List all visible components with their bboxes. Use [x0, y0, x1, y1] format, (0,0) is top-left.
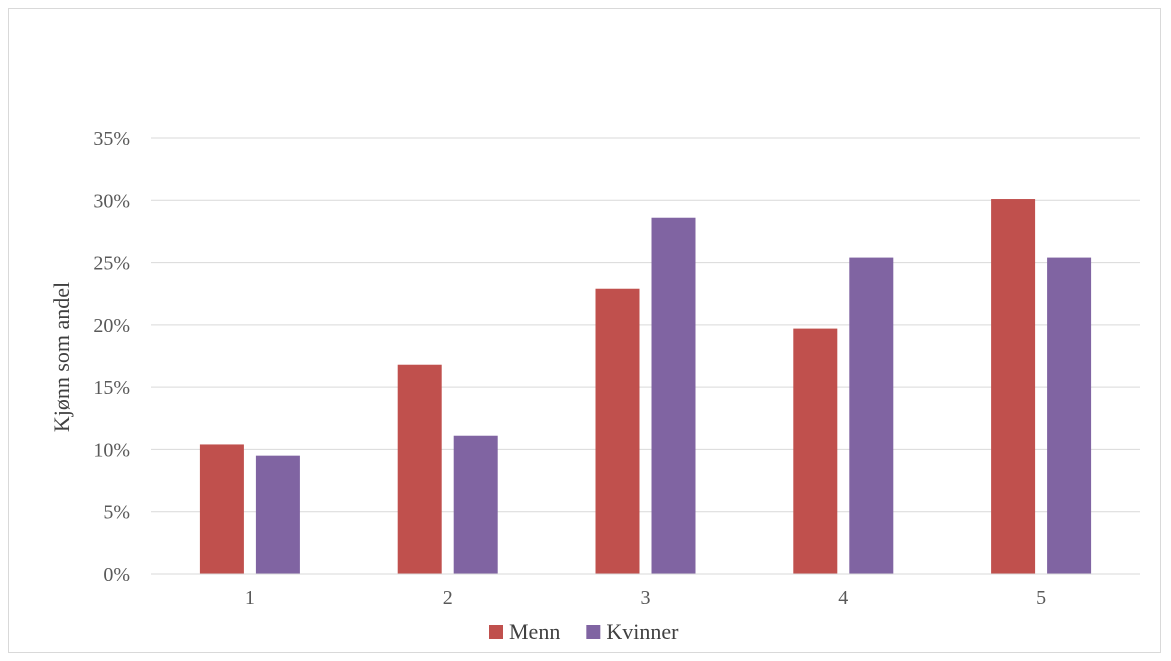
bar-kvinner-3: [651, 217, 696, 574]
x-tick-label: 4: [838, 587, 848, 609]
bar-kvinner-4: [849, 257, 894, 574]
bar-menn-3: [595, 288, 640, 574]
legend-swatch-menn: [489, 625, 503, 639]
bar-kvinner-5: [1047, 257, 1092, 574]
bar-menn-5: [991, 199, 1036, 575]
gridlines: [151, 137, 1140, 513]
y-tick-label: 5%: [103, 502, 130, 524]
x-tick-label: 1: [245, 587, 255, 609]
bar-menn-1: [199, 444, 244, 574]
legend-swatch-kvinner: [586, 625, 601, 639]
bar-menn-4: [793, 328, 838, 574]
y-axis-title: Kjønn som andel: [49, 282, 74, 432]
x-tick-label: 3: [641, 587, 651, 609]
y-tick-label: 35%: [93, 128, 130, 150]
legend: Menn Kvinner: [489, 619, 679, 644]
y-tick-label: 25%: [93, 253, 130, 275]
y-tick-label: 15%: [93, 377, 130, 399]
y-tick-label: 10%: [93, 439, 130, 461]
y-axis-ticks: 0% 5% 10% 15% 20% 25% 30% 35%: [93, 128, 130, 586]
y-tick-label: 0%: [103, 564, 130, 586]
bar-menn-2: [397, 364, 442, 574]
bars: [199, 199, 1092, 575]
legend-label-kvinner: Kvinner: [606, 619, 679, 644]
y-tick-label: 20%: [93, 315, 130, 337]
y-tick-label: 30%: [93, 190, 130, 212]
x-tick-label: 5: [1036, 587, 1046, 609]
bar-kvinner-2: [453, 435, 498, 574]
bar-kvinner-1: [255, 455, 300, 574]
x-tick-label: 2: [443, 587, 453, 609]
legend-label-menn: Menn: [509, 619, 560, 644]
x-axis-ticks: 1 2 3 4 5: [245, 587, 1046, 609]
